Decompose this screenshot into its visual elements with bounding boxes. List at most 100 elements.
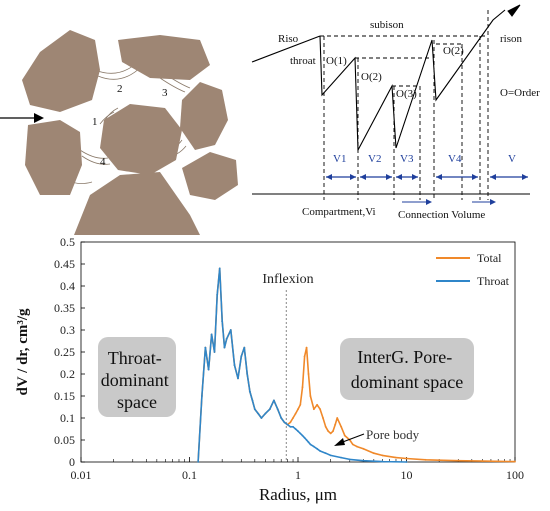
label-throat: throat	[290, 55, 316, 67]
y-axis: 0 0.05 0.1 0.15 0.2 0.25 0.3 0.35 0.4 0.45 0.5	[54, 235, 85, 469]
pore-label-3: 3	[162, 87, 168, 99]
data-point-throat	[286, 423, 289, 426]
data-point-total	[292, 417, 294, 419]
data-point-throat	[329, 454, 332, 457]
data-point-total	[457, 459, 460, 462]
label-subison: subison	[370, 19, 404, 31]
data-point-total	[316, 403, 319, 406]
y-tick-label: 0.45	[54, 257, 75, 271]
rison-arrow-head	[507, 4, 521, 17]
legend-throat-label: Throat	[477, 274, 510, 288]
x-tick-label: 100	[506, 468, 524, 482]
data-point-total	[351, 443, 354, 446]
data-point-total	[334, 423, 337, 426]
grain-d	[100, 104, 182, 175]
data-point-total	[362, 447, 365, 450]
data-point-total	[395, 456, 397, 459]
data-point-throat	[210, 333, 213, 336]
label-compartment: Compartment,Vi	[302, 206, 376, 218]
data-point-throat	[260, 417, 263, 419]
data-point-throat	[229, 329, 232, 331]
x-axis: 0.01 0.1 1 10 100	[71, 457, 524, 482]
data-point-total	[324, 425, 327, 428]
throat-space-line-1: Throat-	[108, 348, 162, 368]
y-tick-label: 0.2	[60, 367, 75, 381]
compartment-schematic	[251, 4, 530, 205]
pore-label-1: 1	[92, 116, 98, 128]
data-point-total	[299, 403, 302, 406]
data-point-throat	[303, 436, 306, 439]
data-point-total	[343, 434, 346, 437]
data-point-total	[336, 417, 339, 419]
data-point-throat	[204, 346, 207, 349]
dashed-levels	[320, 35, 488, 87]
y-tick-label: 0.35	[54, 301, 75, 315]
interg-space-label: InterG. Pore- dominant space	[351, 347, 463, 392]
label-connection: Connection Volume	[398, 209, 485, 221]
data-point-throat	[197, 461, 199, 463]
data-point-total	[301, 386, 304, 389]
y-tick-label: 0.15	[54, 389, 75, 403]
data-point-total	[305, 346, 308, 349]
data-point-throat	[257, 412, 260, 415]
volume-arrow-heads	[326, 174, 528, 180]
grain-c	[180, 82, 228, 150]
data-point-throat	[218, 267, 221, 270]
data-point-total	[309, 395, 312, 397]
data-point-throat	[294, 428, 297, 430]
data-point-total	[340, 425, 343, 428]
data-point-throat	[276, 408, 279, 411]
interg-space-line-2: dominant space	[351, 372, 463, 392]
riso-ramp	[251, 35, 321, 63]
y-tick-label: 0.3	[60, 323, 75, 337]
data-point-throat	[251, 399, 254, 402]
y-tick-label: 0.5	[60, 235, 75, 249]
x-axis-label: Radius, μm	[259, 485, 337, 504]
legend: Total Throat	[436, 251, 510, 288]
data-point-throat	[243, 346, 246, 349]
interg-space-box	[340, 338, 474, 400]
throat-space-box	[98, 337, 176, 417]
data-point-throat	[273, 399, 275, 402]
sawtooth-curve	[319, 9, 506, 153]
data-point-total	[307, 373, 310, 375]
data-point-throat	[248, 390, 251, 393]
data-point-throat	[223, 346, 226, 349]
y-tick-label: 0.05	[54, 433, 75, 447]
data-point-throat	[381, 460, 384, 463]
data-point-throat	[309, 443, 312, 446]
grain-f	[182, 152, 238, 200]
data-point-total	[424, 458, 427, 461]
dashed-verticals	[323, 10, 489, 200]
pore-size-distribution-chart: 0 0.05 0.1 0.15 0.2 0.25 0.3 0.35 0.4 0.45 0.5 0.0…	[15, 235, 524, 504]
data-point-throat	[301, 434, 304, 437]
data-point-throat	[221, 320, 224, 323]
data-point-throat	[268, 408, 271, 411]
data-point-total	[481, 460, 484, 463]
data-point-total	[381, 454, 384, 457]
data-point-total	[514, 460, 516, 463]
data-point-total	[332, 430, 334, 433]
data-point-throat	[292, 425, 294, 428]
data-point-throat	[297, 430, 299, 433]
label-v: V	[508, 153, 516, 165]
data-point-total	[405, 457, 408, 460]
pore-label-4: 4	[100, 156, 106, 168]
data-point-throat	[237, 377, 239, 380]
label-rison: rison	[500, 33, 523, 45]
grain-b	[118, 35, 210, 80]
data-point-total	[372, 452, 375, 455]
data-point-throat	[213, 351, 216, 353]
data-point-throat	[305, 439, 308, 441]
schematic-labels: Riso subison rison throat O(1) O(2) O(3)…	[278, 19, 540, 221]
label-order: O=Order	[500, 87, 540, 99]
data-point-total	[438, 459, 441, 462]
data-point-throat	[280, 417, 283, 419]
legend-total-label: Total	[477, 251, 502, 265]
data-point-throat	[319, 450, 322, 452]
data-point-total	[356, 445, 358, 448]
x-tick-label: 0.1	[182, 468, 197, 482]
grain-e	[25, 120, 82, 195]
y-tick-label: 0	[69, 455, 75, 469]
